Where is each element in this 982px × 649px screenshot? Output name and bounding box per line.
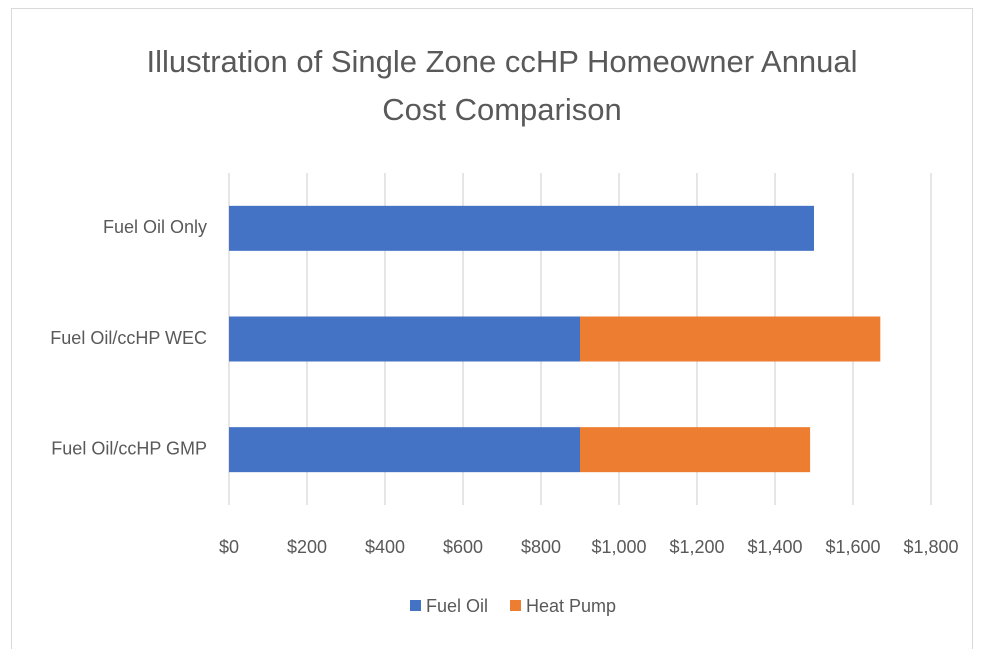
- y-tick-label: Fuel Oil/ccHP WEC: [50, 328, 207, 348]
- x-tick-label: $1,600: [825, 537, 880, 557]
- legend-swatch: [510, 600, 522, 611]
- bar: [580, 427, 811, 473]
- x-tick-label: $800: [521, 537, 561, 557]
- chart-title: Illustration of Single Zone ccHP Homeown…: [146, 44, 858, 127]
- x-tick-label: $600: [443, 537, 483, 557]
- y-tick-label: Fuel Oil/ccHP GMP: [51, 438, 207, 458]
- legend-label: Fuel Oil: [426, 596, 488, 616]
- chart-frame: [11, 8, 973, 649]
- bar: [580, 316, 881, 362]
- bar: [229, 205, 814, 251]
- legend-label: Heat Pump: [526, 596, 616, 616]
- x-tick-label: $200: [287, 537, 327, 557]
- x-tick-label: $1,000: [591, 537, 646, 557]
- legend-swatch: [410, 600, 421, 611]
- y-tick-label: Fuel Oil Only: [103, 217, 207, 237]
- bar: [229, 427, 580, 473]
- x-tick-label: $1,200: [669, 537, 724, 557]
- bar: [229, 316, 580, 362]
- x-tick-label: $0: [219, 537, 239, 557]
- x-tick-label: $1,800: [903, 537, 958, 557]
- x-tick-label: $400: [365, 537, 405, 557]
- x-tick-label: $1,400: [747, 537, 802, 557]
